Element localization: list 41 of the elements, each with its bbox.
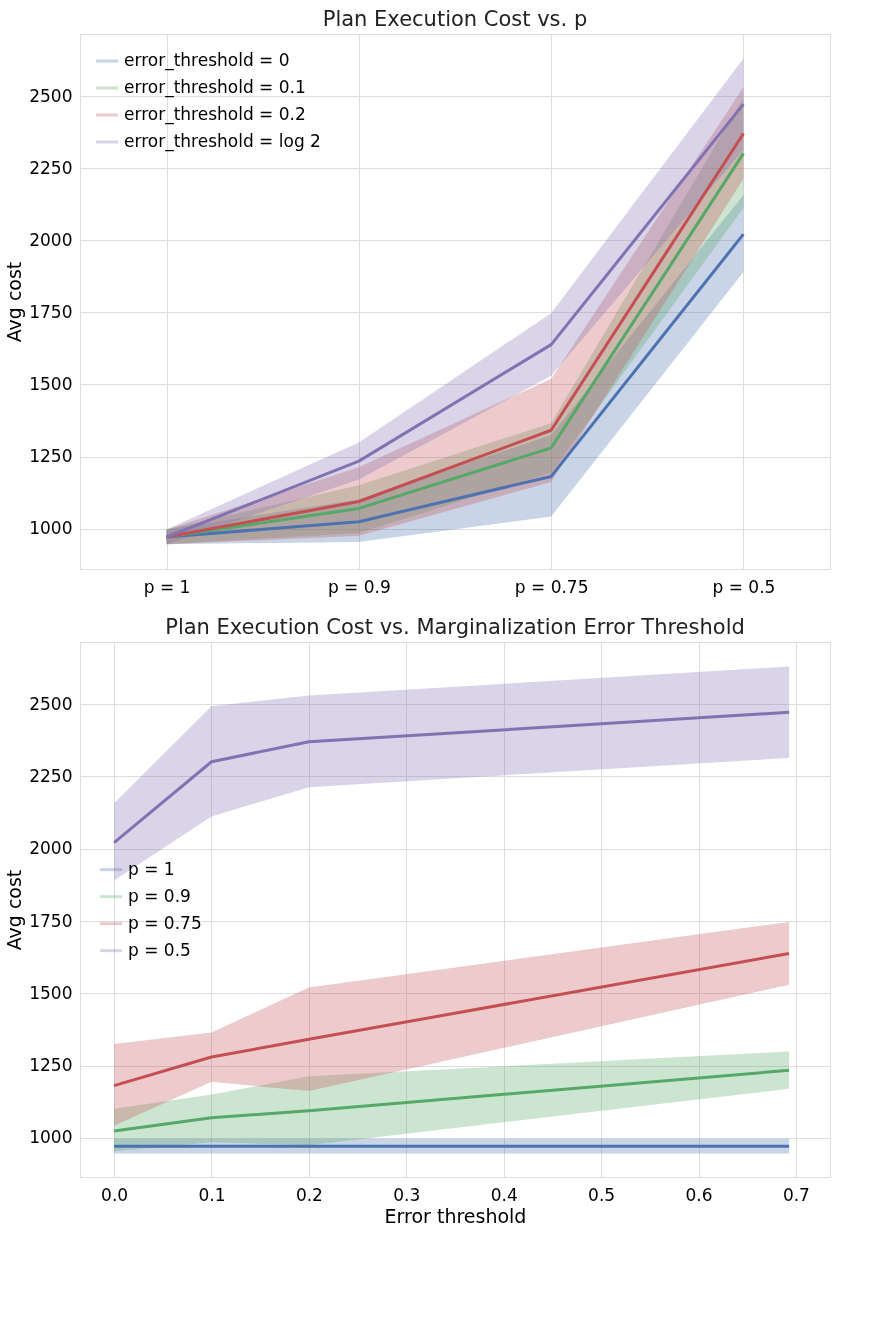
- y-axis-title: Avg cost: [3, 261, 26, 343]
- x-tick-label: p = 1: [143, 576, 191, 597]
- line-series: [112, 710, 791, 845]
- legend-label: p = 0.5: [128, 939, 191, 960]
- y-tick-label: 1500: [29, 373, 73, 394]
- y-tick-label: 2250: [29, 765, 73, 786]
- legend-label: error_threshold = 0.2: [124, 104, 306, 125]
- x-axis-title: Error threshold: [384, 1204, 527, 1227]
- y-tick-label: 1750: [29, 910, 73, 931]
- y-tick-label: 2000: [29, 229, 73, 250]
- y-axis-title: Avg cost: [3, 869, 26, 951]
- x-tick-label: 0.7: [782, 1184, 810, 1205]
- x-tick-label: 0.2: [295, 1184, 323, 1205]
- x-tick-label: p = 0.5: [712, 576, 776, 597]
- y-tick-label: 1750: [29, 301, 73, 322]
- y-tick-label: 1250: [29, 446, 73, 467]
- x-tick-label: 0.0: [101, 1184, 129, 1205]
- x-tick-label: 0.6: [685, 1184, 713, 1205]
- legend-label: error_threshold = 0: [124, 50, 290, 71]
- chart-title: Plan Execution Cost vs. p: [322, 7, 588, 31]
- y-tick-label: 1250: [29, 1055, 73, 1076]
- legend-label: p = 1: [128, 858, 175, 879]
- y-tick-label: 2500: [29, 85, 73, 106]
- x-tick-label: 0.5: [588, 1184, 616, 1205]
- y-tick-label: 2500: [29, 693, 73, 714]
- chart-title: Plan Execution Cost vs. Marginalization Error Threshold: [165, 615, 745, 639]
- legend-label: p = 0.75: [128, 912, 202, 933]
- y-tick-label: 1500: [29, 982, 73, 1003]
- y-tick-label: 1000: [29, 518, 73, 539]
- legend-label: error_threshold = log 2: [124, 131, 321, 152]
- x-tick-label: p = 0.9: [327, 576, 391, 597]
- y-tick-label: 2000: [29, 838, 73, 859]
- y-tick-label: 2250: [29, 157, 73, 178]
- legend-label: error_threshold = 0.1: [124, 77, 306, 98]
- x-tick-label: 0.3: [393, 1184, 421, 1205]
- y-tick-label: 1000: [29, 1127, 73, 1148]
- x-tick-label: p = 0.75: [514, 576, 589, 597]
- x-tick-label: 0.1: [198, 1184, 226, 1205]
- legend-label: p = 0.9: [128, 885, 191, 906]
- line-series: [112, 1068, 791, 1133]
- x-tick-label: 0.4: [490, 1184, 518, 1205]
